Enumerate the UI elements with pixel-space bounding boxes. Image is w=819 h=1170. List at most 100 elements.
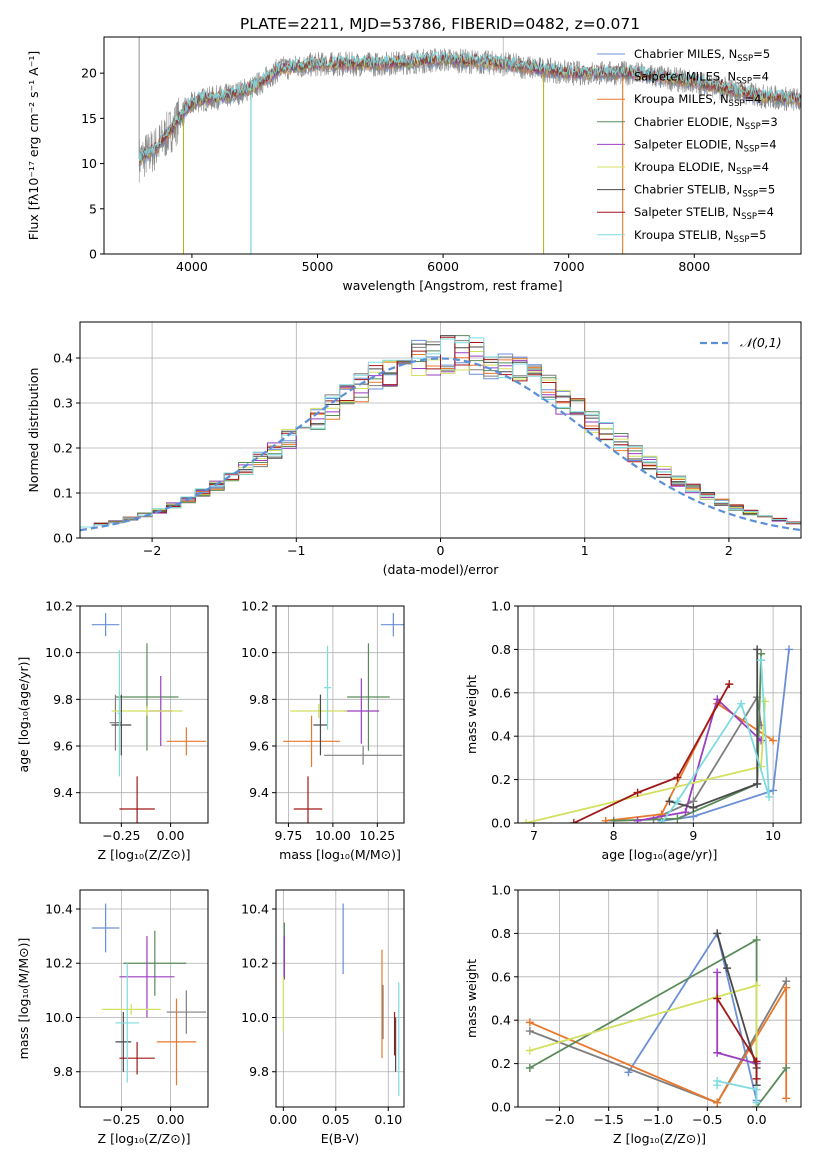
weight-marker (753, 645, 762, 654)
y-tick-label: 10.2 (241, 599, 269, 614)
weight-marker (689, 803, 698, 812)
x-tick-label: 0 (437, 543, 445, 558)
legend-subscript: SSP (736, 167, 752, 177)
weight-marker (753, 779, 762, 788)
axes-frame (79, 889, 209, 1108)
y-tick-label: 10.0 (241, 1010, 269, 1025)
legend-n: 4 (762, 160, 769, 174)
legend-subscript: SSP (744, 144, 760, 154)
y-tick-label: 9.8 (53, 692, 73, 707)
legend-lib: Chabrier STELIB, N (634, 183, 742, 197)
weight-marker (737, 699, 746, 708)
weight-line (669, 649, 759, 809)
plot-area (282, 903, 400, 1097)
x-tick-label: 8000 (678, 259, 710, 274)
y-tick-label: 0.0 (491, 816, 511, 831)
legend-lib: Kroupa STELIB, N (634, 228, 734, 242)
legend-eq: = (752, 160, 762, 174)
legend-eq: = (757, 205, 767, 219)
plot-area (91, 613, 207, 823)
y-tick-label: 0.2 (53, 441, 73, 456)
weight-marker (782, 983, 791, 992)
x-tick-label: 0.00 (269, 1112, 297, 1127)
weight-marker (601, 816, 610, 823)
x-axis-label: E(B-V) (321, 1131, 360, 1146)
legend-eq: = (761, 115, 771, 129)
x-tick-label: 0.0 (747, 1112, 767, 1127)
y-axis-label: mass [log₁₀(M/M⊙)] (16, 938, 31, 1060)
x-tick-label: 9 (689, 828, 697, 843)
legend-n: 4 (767, 205, 774, 219)
plot-area (91, 903, 207, 1086)
legend-subscript: SSP (729, 99, 745, 109)
legend-label: 𝒩(0,1) (740, 335, 782, 350)
legend-lib: Kroupa ELODIE, N (634, 160, 736, 174)
panel-mass_vs_EBV: 0.00 0.05 0.10 9.8 10.0 10.2 10.4 E(B-V) (241, 889, 405, 1146)
legend-subscript: SSP (742, 190, 758, 200)
panel-age_vs_mass: 9.75 10.00 10.25 9.4 9.6 9.8 10.0 10.2 mass [log… (241, 599, 405, 862)
y-tick-label: 20 (81, 66, 97, 81)
weight-marker (713, 1076, 722, 1085)
weight-marker (785, 645, 794, 654)
weight-marker (713, 1048, 722, 1057)
weight-marker (713, 994, 722, 1003)
x-tick-label: 5000 (302, 259, 334, 274)
legend-label: Salpeter ELODIE, NSSP=4 (634, 137, 777, 154)
weight-marker (761, 697, 770, 706)
weight-marker (765, 792, 774, 801)
y-tick-label: 10.0 (45, 1010, 73, 1025)
weight-marker (752, 1098, 761, 1107)
y-axis-label: Normed distribution (26, 368, 41, 493)
weight-marker (673, 814, 682, 823)
y-tick-label: 0.4 (491, 729, 511, 744)
weight-marker (689, 812, 698, 821)
weight-marker (752, 1074, 761, 1083)
y-tick-label: 0.2 (491, 1056, 511, 1071)
legend-eq: = (749, 228, 759, 242)
weight-marker (521, 819, 530, 823)
x-tick-label: −2 (143, 543, 161, 558)
legend-label: Salpeter STELIB, NSSP=4 (634, 205, 774, 222)
y-tick-label: 0.8 (491, 926, 511, 941)
weight-line (637, 697, 762, 822)
y-tick-label: 10.4 (241, 901, 269, 916)
x-tick-label: −2.0 (544, 1112, 574, 1127)
y-tick-label: 0.8 (491, 642, 511, 657)
legend-n: 4 (769, 137, 776, 151)
y-tick-label: 0.6 (491, 969, 511, 984)
weight-marker (633, 816, 642, 823)
weight-line (605, 702, 774, 822)
x-tick-label: 10 (765, 828, 781, 843)
x-tick-label: 7000 (553, 259, 585, 274)
legend-label: Kroupa STELIB, NSSP=5 (634, 228, 766, 245)
legend-subscript: SSP (734, 235, 750, 245)
weight-marker (673, 797, 682, 806)
weight-line (573, 683, 731, 823)
legend-n: 4 (762, 70, 769, 84)
y-tick-label: 9.4 (249, 785, 269, 800)
legend-eq: = (760, 137, 770, 151)
y-tick-label: 10.0 (241, 645, 269, 660)
weight-marker (713, 1098, 722, 1107)
legend-lib: Salpeter ELODIE, N (634, 137, 744, 151)
x-tick-label: 0.10 (374, 1112, 402, 1127)
weight-marker (525, 1046, 534, 1055)
y-tick-label: 9.6 (53, 739, 73, 754)
x-tick-label: 0.05 (322, 1112, 350, 1127)
legend-lib: Kroupa MILES, N (634, 92, 729, 106)
weight-marker (657, 819, 666, 823)
x-tick-label: −1.0 (643, 1112, 673, 1127)
y-axis-label: mass weight (464, 675, 479, 754)
x-axis-label: age [log₁₀(age/yr)] (602, 847, 718, 862)
plot-area (525, 929, 791, 1107)
x-tick-label: −0.25 (102, 828, 140, 843)
x-axis-label: Z [log₁₀(Z/Z⊙)] (613, 1131, 706, 1146)
y-tick-label: 10.2 (241, 956, 269, 971)
panel-residuals: −2 −1 0 1 2 0.0 0.1 0.2 0.3 0.4 (data-model)/error… (26, 321, 802, 577)
panel-age_vs_Z: −0.25 0.00 9.4 9.6 9.8 10.0 10.2 Z [log₁₀(Z/Z⊙)… (16, 599, 209, 862)
y-tick-label: 0.1 (53, 486, 73, 501)
x-tick-label: 7 (530, 828, 538, 843)
legend-n: 5 (759, 228, 766, 242)
y-tick-label: 10.4 (45, 901, 73, 916)
weight-marker (782, 1094, 791, 1103)
